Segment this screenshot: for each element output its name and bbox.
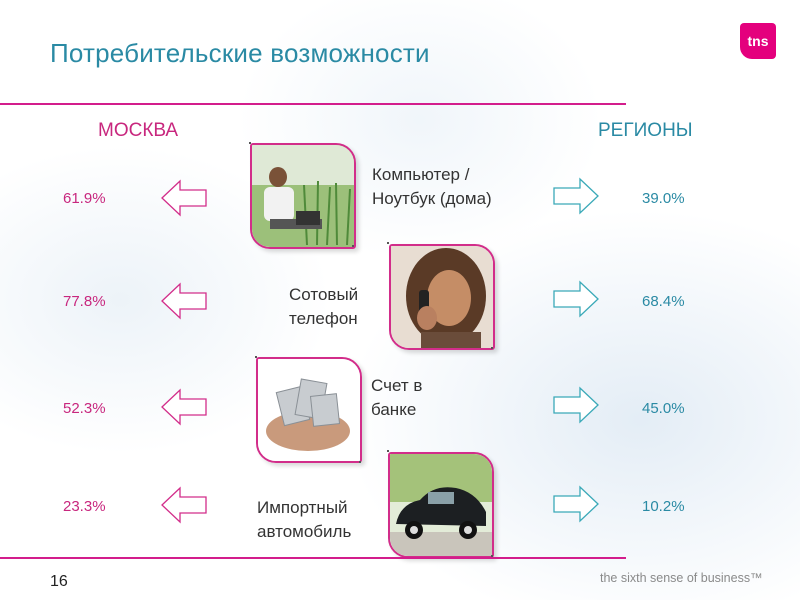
top-divider — [0, 103, 626, 105]
left-arrow-icon — [161, 179, 207, 217]
right-arrow-icon — [553, 386, 599, 424]
phone-label-line1: Сотовый — [289, 285, 359, 304]
car-label: Импортный автомобиль — [257, 496, 351, 544]
page-number: 16 — [50, 573, 68, 590]
hands-with-money-photo — [256, 357, 362, 463]
regions-column-heading: РЕГИОНЫ — [598, 120, 693, 141]
moscow-value-car: 23.3% — [63, 498, 106, 515]
moscow-value-bank: 52.3% — [63, 400, 106, 417]
phone-label: Сотовый телефон — [289, 283, 358, 331]
regions-value-phone: 68.4% — [642, 293, 685, 310]
regions-value-computer: 39.0% — [642, 190, 685, 207]
left-arrow-icon — [161, 388, 207, 426]
moscow-column-heading: МОСКВА — [98, 120, 179, 141]
bank-label-line2: банке — [371, 400, 417, 419]
left-arrow-icon — [161, 486, 207, 524]
footer-tagline: the sixth sense of business™ — [600, 571, 763, 585]
bottom-divider — [0, 557, 626, 559]
right-arrow-icon — [553, 485, 599, 523]
woman-on-phone-photo — [389, 244, 495, 350]
decor-dot — [387, 450, 389, 452]
vintage-car-photo — [388, 452, 494, 558]
decor-dot — [387, 242, 389, 244]
decor-dot — [352, 245, 354, 247]
man-with-laptop-photo — [250, 143, 356, 249]
moscow-value-computer: 61.9% — [63, 190, 106, 207]
right-arrow-icon — [553, 280, 599, 318]
car-label-line2: автомобиль — [257, 522, 352, 541]
bank-label: Счет в банке — [371, 374, 422, 422]
decor-dot — [249, 142, 251, 144]
decor-dot — [491, 347, 493, 349]
decor-dot — [359, 461, 361, 463]
slide-title: Потребительские возможности — [50, 38, 430, 68]
tns-logo: tns — [740, 23, 776, 59]
left-arrow-icon — [161, 282, 207, 320]
right-arrow-icon — [553, 177, 599, 215]
decor-dot — [491, 555, 493, 557]
moscow-value-phone: 77.8% — [63, 293, 106, 310]
regions-value-bank: 45.0% — [642, 400, 685, 417]
computer-label-line2: Ноутбук (дома) — [372, 189, 492, 208]
bank-label-line1: Счет в — [371, 376, 423, 395]
computer-label: Компьютер / Ноутбук (дома) — [372, 163, 492, 211]
phone-label-line2: телефон — [289, 309, 358, 328]
computer-label-line1: Компьютер / — [372, 165, 470, 184]
car-label-line1: Импортный — [257, 498, 348, 517]
regions-value-car: 10.2% — [642, 498, 685, 515]
decor-dot — [255, 356, 257, 358]
